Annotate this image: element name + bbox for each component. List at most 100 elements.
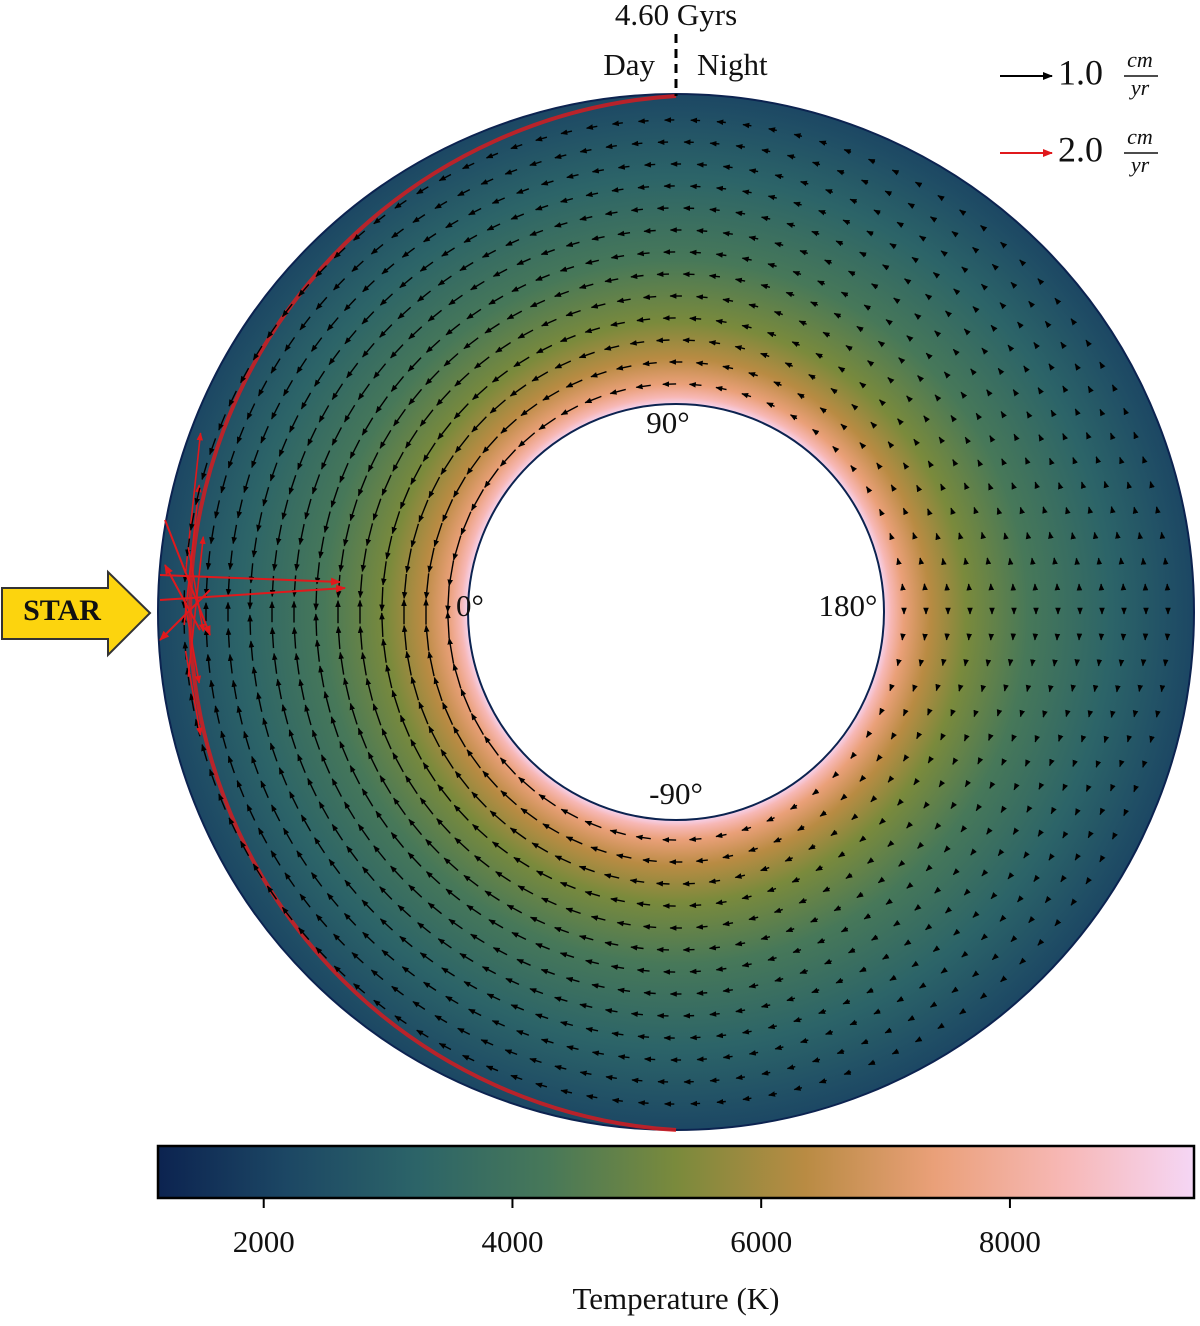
velocity-arrow [734, 345, 746, 351]
velocity-arrow [914, 1036, 923, 1043]
colorbar [156, 1144, 1196, 1200]
velocity-arrow [1095, 760, 1102, 768]
velocity-arrow [927, 756, 934, 764]
velocity-arrow [906, 395, 913, 403]
velocity-arrow [938, 780, 946, 788]
velocity-arrow [266, 885, 278, 900]
velocity-arrow [688, 382, 702, 388]
velocity-arrow [1070, 318, 1078, 326]
velocity-arrow [889, 532, 895, 541]
velocity-arrow [973, 506, 979, 515]
velocity-arrow [605, 1074, 617, 1081]
velocity-arrow [636, 967, 650, 974]
velocity-arrow [344, 329, 357, 345]
velocity-arrow [349, 702, 358, 725]
velocity-arrow [642, 294, 657, 300]
velocity-arrow-fast [159, 589, 211, 641]
velocity-arrow [1050, 409, 1057, 418]
velocity-arrow [797, 824, 805, 831]
velocity-arrow [272, 550, 278, 572]
velocity-arrow [709, 1077, 720, 1084]
velocity-arrow [1080, 735, 1087, 743]
velocity-arrow [610, 321, 625, 327]
velocity-arrow [631, 140, 643, 147]
velocity-arrow [885, 319, 893, 326]
velocity-arrow [1110, 432, 1116, 441]
velocity-arrow [935, 683, 941, 692]
velocity-arrow [1092, 531, 1099, 540]
velocity-arrow [418, 499, 429, 523]
velocity-arrow [616, 920, 631, 927]
velocity-arrow [617, 987, 631, 994]
velocity-arrow [696, 228, 708, 234]
velocity-arrow [927, 508, 933, 516]
velocity-arrow [405, 548, 412, 574]
velocity-arrow [297, 753, 306, 773]
velocity-arrow [786, 222, 796, 228]
velocity-arrow [506, 904, 523, 914]
velocity-arrow [1159, 531, 1166, 540]
velocity-arrow [988, 733, 994, 741]
velocity-arrow [470, 933, 485, 944]
velocity-arrow [578, 283, 594, 289]
velocity-arrow [471, 416, 487, 433]
velocity-arrow [970, 848, 977, 856]
velocity-arrow [416, 1029, 429, 1038]
velocity-arrow [822, 331, 831, 338]
velocity-arrow [326, 317, 339, 331]
velocity-arrow [1087, 830, 1094, 839]
velocity-arrow [236, 426, 245, 444]
velocity-arrow [251, 755, 259, 775]
velocity-arrow [604, 277, 619, 284]
velocity-arrow [793, 133, 803, 139]
velocity-arrow [963, 659, 969, 667]
velocity-arrow [252, 863, 263, 879]
velocity-arrow [913, 438, 920, 447]
velocity-arrow [972, 246, 980, 254]
velocity-arrow [609, 388, 626, 395]
velocity-arrow [889, 683, 895, 692]
colorbar-tick-label: 8000 [979, 1224, 1041, 1259]
velocity-arrow [585, 959, 599, 965]
velocity-arrow [843, 149, 852, 155]
velocity-arrow [227, 755, 236, 774]
velocity-arrow [375, 396, 388, 414]
velocity-arrow [300, 814, 312, 832]
velocity-arrow [379, 886, 393, 900]
velocity-arrow [896, 221, 905, 228]
velocity-arrow [1085, 431, 1092, 440]
velocity-arrow [443, 857, 459, 872]
velocity-arrow [906, 882, 914, 889]
velocity-arrow [218, 414, 226, 431]
velocity-arrow [799, 250, 808, 256]
velocity-arrow [715, 185, 727, 192]
velocity-arrow [952, 348, 960, 356]
velocity-arrow [860, 179, 869, 186]
velocity-arrow [559, 266, 575, 272]
velocity-arrow [278, 767, 288, 786]
velocity-arrow [878, 707, 885, 716]
velocity-arrow [535, 135, 548, 142]
velocity-arrow [824, 958, 832, 965]
velocity-arrow [405, 775, 418, 795]
velocity-arrow [351, 260, 364, 272]
velocity-arrow [346, 845, 359, 862]
velocity-arrow [785, 926, 795, 933]
velocity-arrow [375, 810, 388, 828]
velocity-arrow [715, 899, 727, 906]
velocity-arrow [313, 613, 319, 636]
velocity-arrow [791, 341, 800, 348]
velocity-arrow [689, 968, 701, 975]
velocity-arrow [999, 914, 1007, 922]
velocity-arrow [585, 1026, 599, 1033]
velocity-arrow [565, 241, 580, 247]
velocity-arrow [836, 169, 845, 176]
velocity-arrow [397, 306, 412, 320]
velocity-arrow [260, 780, 269, 799]
velocity-arrow [461, 1054, 475, 1062]
velocity-arrow [405, 650, 412, 676]
velocity-arrow [318, 405, 330, 423]
velocity-arrow [893, 919, 901, 927]
velocity-arrow [535, 1013, 549, 1020]
